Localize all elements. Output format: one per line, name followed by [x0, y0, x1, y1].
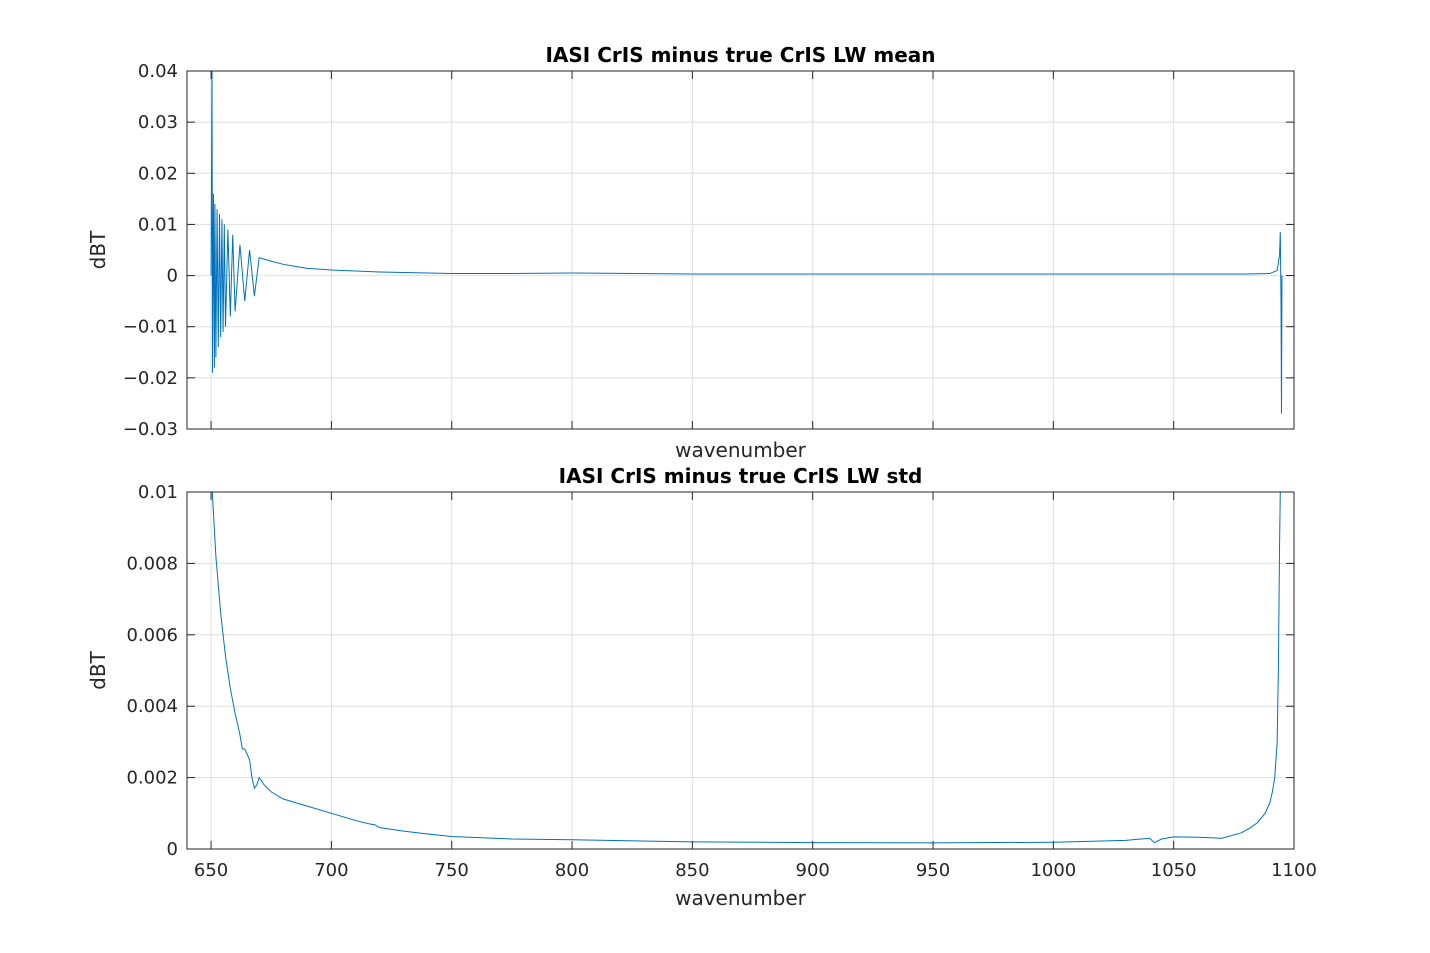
chart0-x-axis-label: wavenumber: [675, 438, 807, 462]
chart1-y-tick-label-3: 0.006: [126, 625, 178, 646]
chart1-x-tick-label-5: 900: [796, 860, 830, 881]
chart0-y-tick-label-0: −0.03: [123, 419, 178, 440]
chart1-x-tick-label-6: 950: [916, 860, 950, 881]
chart1-x-tick-label-0: 650: [194, 860, 228, 881]
chart0-series-line-0: [210, 70, 1283, 414]
chart0-title: IASI CrIS minus true CrIS LW mean: [545, 43, 935, 67]
chart0-y-tick-label-1: −0.02: [123, 368, 178, 389]
chart1-y-tick-label-5: 0.01: [138, 482, 178, 503]
chart0-y-tick-label-4: 0.01: [138, 214, 178, 235]
chart1-y-tick-label-4: 0.008: [126, 553, 178, 574]
chart1-x-tick-label-4: 850: [675, 860, 709, 881]
chart1-y-tick-label-1: 0.002: [126, 768, 178, 789]
chart1-x-tick-label-2: 750: [435, 860, 469, 881]
std-chart: 650 700 750 800 850 900 950 1000 1050 1100 0 0.002 0…: [86, 464, 1317, 910]
chart0-y-tick-label-3: 0: [167, 266, 178, 287]
chart0-y-axis-label: dBT: [86, 230, 110, 269]
chart0-axes-frame: [186, 70, 1295, 430]
chart1-y-tick-label-2: 0.004: [126, 696, 178, 717]
chart0-y-tick-label-7: 0.04: [138, 61, 178, 82]
chart1-x-tick-label-1: 700: [314, 860, 348, 881]
chart1-x-tick-label-9: 1100: [1271, 860, 1317, 881]
chart0-y-tick-label-6: 0.03: [138, 112, 178, 133]
chart1-y-axis-label: dBT: [86, 650, 110, 689]
chart0-y-tick-label-5: 0.02: [138, 163, 178, 184]
chart1-x-tick-label-8: 1050: [1151, 860, 1197, 881]
chart1-series-line-0: [211, 491, 1281, 844]
chart1-x-axis-label: wavenumber: [675, 886, 807, 910]
chart1-axes-frame: [186, 491, 1295, 850]
chart1-title: IASI CrIS minus true CrIS LW std: [559, 464, 923, 488]
mean-chart: −0.03 −0.02 −0.01 0 0.01 0.02 0.03 0.04 IASI CrI…: [86, 43, 1295, 462]
chart1-y-tick-label-0: 0: [167, 839, 178, 860]
chart1-x-tick-label-3: 800: [555, 860, 589, 881]
chart0-y-tick-label-2: −0.01: [123, 317, 178, 338]
chart1-x-tick-label-7: 1000: [1030, 860, 1076, 881]
